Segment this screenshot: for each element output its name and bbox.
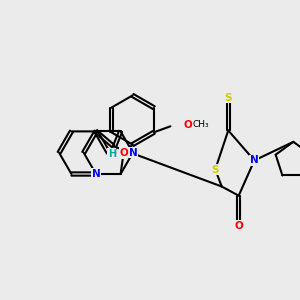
Text: S: S [212,165,219,175]
Text: H: H [108,149,116,159]
Text: N: N [128,148,137,158]
Text: O: O [184,120,193,130]
Text: S: S [224,93,232,103]
Text: O: O [234,221,243,231]
Text: O: O [107,149,116,159]
Text: O: O [119,148,128,158]
Text: N: N [92,169,100,179]
Text: CH₃: CH₃ [193,120,209,129]
Text: N: N [250,155,259,165]
